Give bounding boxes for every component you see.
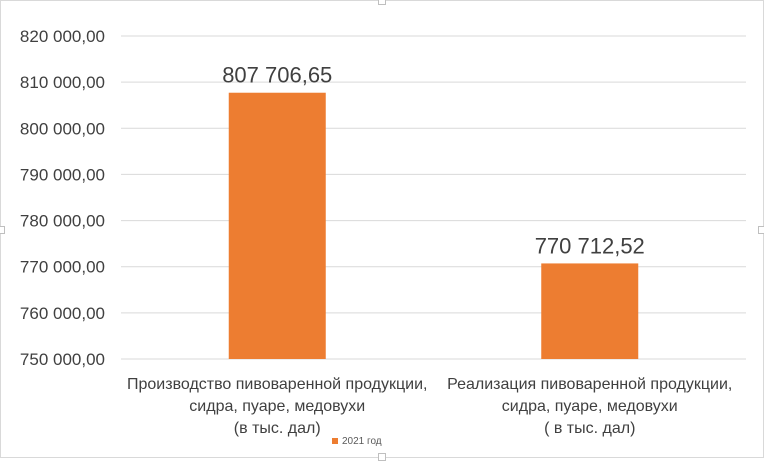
bar[interactable] [541,263,639,359]
data-labels: 807 706,65 770 712,52 [222,63,645,259]
category-label: Реализация пивоваренной продукции, [447,376,732,393]
y-tick-label: 820 000,00 [20,27,105,46]
resize-handle-top[interactable] [378,0,386,5]
gridlines [121,35,746,360]
resize-handle-right[interactable] [758,226,764,234]
y-tick-label: 800 000,00 [20,119,105,138]
legend-swatch [332,438,338,444]
data-label: 770 712,52 [535,233,645,258]
y-axis-tick-labels: 750 000,00 760 000,00 770 000,00 780 000,00… [20,27,105,369]
y-tick-label: 780 000,00 [20,212,105,231]
y-tick-label: 810 000,00 [20,73,105,92]
category-labels: Производство пивоваренной продукции, сидр… [127,376,732,437]
category-label: сидра, пуаре, медовухи [502,398,678,415]
legend: 2021 год [332,436,382,447]
bars [228,92,639,359]
data-label: 807 706,65 [222,63,332,88]
y-tick-label: 790 000,00 [20,165,105,184]
category-label: Производство пивоваренной продукции, [127,376,427,393]
category-label: ( в тыс. дал) [544,420,635,437]
y-tick-label: 750 000,00 [20,350,105,369]
legend-label: 2021 год [342,436,382,447]
y-tick-label: 760 000,00 [20,304,105,323]
resize-handle-left[interactable] [0,226,5,234]
category-label: (в тыс. дал) [234,420,321,437]
category-label: сидра, пуаре, медовухи [189,398,365,415]
y-tick-label: 770 000,00 [20,258,105,277]
bar[interactable] [228,92,326,359]
